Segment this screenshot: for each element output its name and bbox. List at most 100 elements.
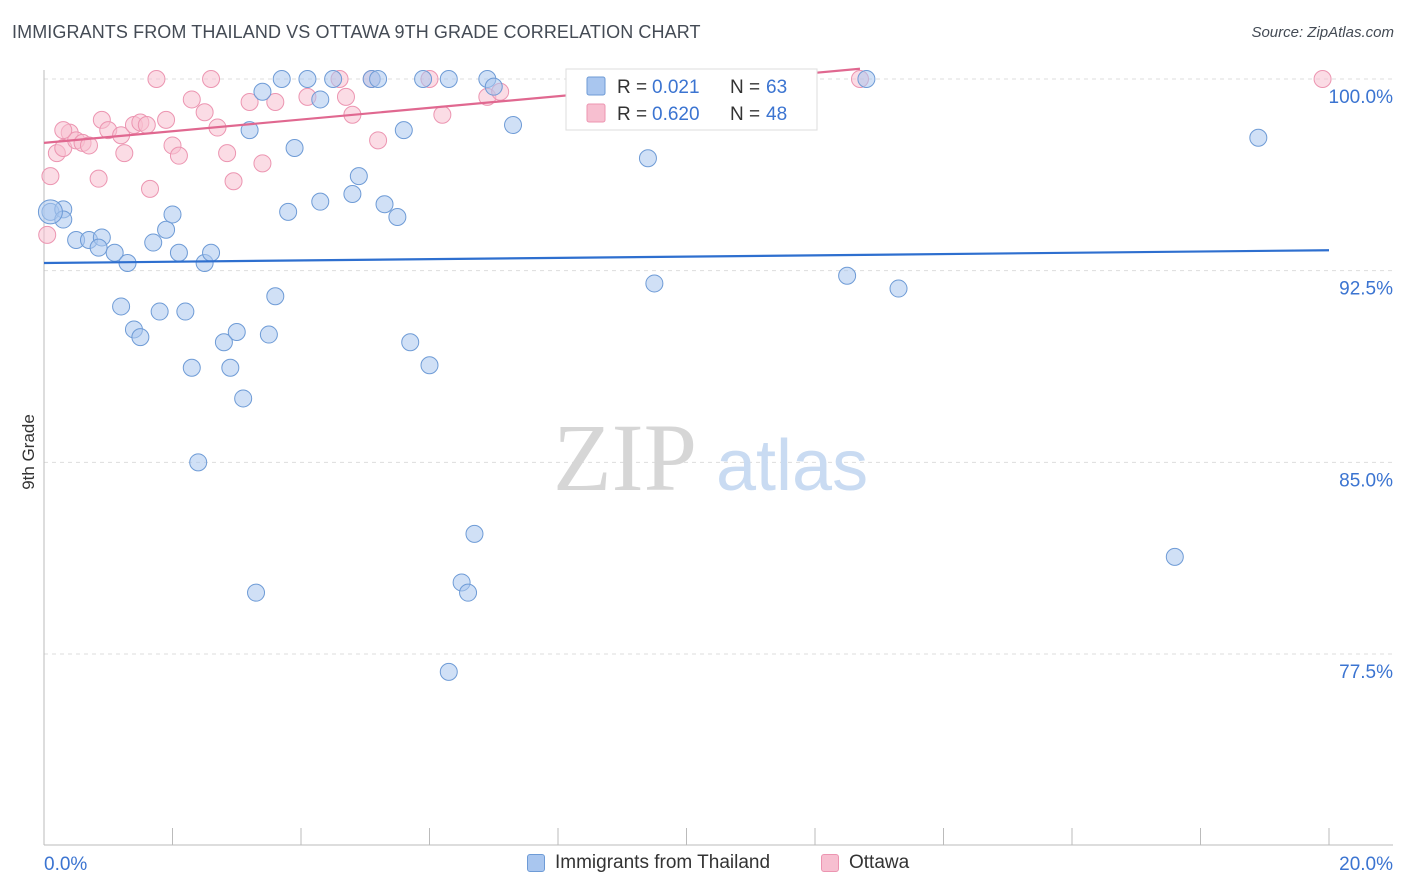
thailand-point-32[interactable] <box>311 192 330 211</box>
thailand-point-58[interactable] <box>1165 547 1184 566</box>
thailand-point-44[interactable] <box>439 70 458 88</box>
y-axis-label: 9th Grade <box>19 414 38 490</box>
thailand-cluster-point[interactable] <box>37 199 63 225</box>
ottawa-point-26[interactable] <box>224 172 243 191</box>
source-credit: Source: ZipAtlas.com <box>1251 24 1394 41</box>
thailand-point-31[interactable] <box>298 70 317 88</box>
thailand-point-15[interactable] <box>163 205 182 224</box>
thailand-point-62[interactable] <box>484 77 503 96</box>
ottawa-point-37[interactable] <box>433 105 452 124</box>
ottawa-point-17[interactable] <box>147 70 166 88</box>
legend-label-ottawa: Ottawa <box>849 852 910 873</box>
ottawa-point-47[interactable] <box>54 121 73 140</box>
thailand-point-40[interactable] <box>394 121 413 140</box>
x-tick-label-max: 20.0% <box>1339 854 1393 875</box>
ottawa-point-16[interactable] <box>141 179 160 198</box>
legend-n-label-1: N = <box>730 77 760 98</box>
x-tick-label-min: 0.0% <box>44 854 87 875</box>
thailand-point-21[interactable] <box>214 333 233 352</box>
legend-swatch-blue <box>586 76 606 96</box>
thailand-point-47[interactable] <box>465 524 484 543</box>
thailand-point-16[interactable] <box>169 243 188 262</box>
thailand-point-37[interactable] <box>369 70 388 88</box>
ottawa-point-27[interactable] <box>240 93 259 111</box>
watermark-atlas: atlas <box>716 426 868 506</box>
y-tick-label-1: 85.0% <box>1339 470 1393 491</box>
legend-r-label-1: R = <box>617 77 647 98</box>
thailand-point-35[interactable] <box>349 167 368 186</box>
thailand-trend-line <box>43 249 1330 265</box>
ottawa-point-22[interactable] <box>195 103 214 122</box>
ottawa-point-20[interactable] <box>169 146 188 165</box>
legend-r-value-1: 0.021 <box>652 77 700 98</box>
legend-r-value-2: 0.620 <box>652 104 700 125</box>
thailand-point-17[interactable] <box>176 302 195 321</box>
ottawa-point-0[interactable] <box>38 225 57 244</box>
chart-title: IMMIGRANTS FROM THAILAND VS OTTAWA 9TH G… <box>12 22 701 42</box>
thailand-point-57[interactable] <box>889 279 908 298</box>
thailand-point-28[interactable] <box>266 287 285 306</box>
thailand-point-51[interactable] <box>247 583 266 602</box>
thailand-point-43[interactable] <box>420 356 439 375</box>
legend-swatch-ottawa <box>821 854 839 872</box>
thailand-point-59[interactable] <box>1249 128 1268 147</box>
thailand-point-13[interactable] <box>150 302 169 321</box>
thailand-point-60[interactable] <box>311 90 330 109</box>
ottawa-point-7[interactable] <box>79 136 98 155</box>
y-tick-label-0: 77.5% <box>1339 662 1393 683</box>
legend-n-value-2: 48 <box>766 104 787 125</box>
thailand-point-9[interactable] <box>112 297 131 316</box>
ottawa-point-28[interactable] <box>253 154 272 173</box>
thailand-point-23[interactable] <box>227 323 246 341</box>
ottawa-point-15[interactable] <box>137 116 156 134</box>
y-tick-label-3: 100.0% <box>1329 87 1394 108</box>
thailand-point-52[interactable] <box>189 453 208 472</box>
thailand-point-34[interactable] <box>343 185 362 203</box>
ottawa-point-29[interactable] <box>266 93 285 111</box>
ottawa-point-25[interactable] <box>218 144 237 163</box>
thailand-point-42[interactable] <box>414 70 433 88</box>
thailand-point-50[interactable] <box>439 662 458 681</box>
legend-item-thailand[interactable]: Immigrants from Thailand <box>527 852 770 874</box>
thailand-point-26[interactable] <box>253 82 272 101</box>
thailand-point-53[interactable] <box>638 149 657 168</box>
thailand-point-20[interactable] <box>202 243 221 262</box>
ottawa-point-46[interactable] <box>1313 70 1332 88</box>
thailand-point-11[interactable] <box>131 328 150 347</box>
thailand-point-55[interactable] <box>838 266 857 285</box>
ottawa-point-8[interactable] <box>89 169 108 188</box>
legend-swatch-pink <box>586 103 606 123</box>
ottawa-point-12[interactable] <box>115 144 134 163</box>
legend-n-label-2: N = <box>730 104 760 125</box>
ottawa-point-18[interactable] <box>157 110 176 129</box>
thailand-point-29[interactable] <box>279 202 298 221</box>
ottawa-point-23[interactable] <box>202 70 221 88</box>
legend-series: Immigrants from Thailand Ottawa <box>0 850 1406 880</box>
thailand-point-22[interactable] <box>221 358 240 377</box>
thailand-point-33[interactable] <box>324 70 343 88</box>
thailand-point-46[interactable] <box>459 583 478 602</box>
thailand-point-18[interactable] <box>182 358 201 377</box>
thailand-point-49[interactable] <box>504 116 523 134</box>
ottawa-point-35[interactable] <box>369 131 388 150</box>
legend-item-ottawa[interactable]: Ottawa <box>821 852 909 874</box>
thailand-point-30[interactable] <box>285 139 304 157</box>
legend-swatch-thailand <box>527 854 545 872</box>
thailand-point-54[interactable] <box>645 274 664 293</box>
thailand-point-38[interactable] <box>375 195 394 214</box>
ottawa-point-1[interactable] <box>41 167 60 186</box>
watermark-zip: ZIP <box>553 404 697 511</box>
thailand-point-56[interactable] <box>857 70 876 88</box>
thailand-point-25[interactable] <box>240 121 259 140</box>
thailand-point-61[interactable] <box>272 70 291 88</box>
thailand-point-24[interactable] <box>234 389 253 408</box>
ottawa-point-32[interactable] <box>336 87 355 106</box>
thailand-point-6[interactable] <box>89 238 108 257</box>
thailand-point-12[interactable] <box>144 233 163 252</box>
thailand-point-39[interactable] <box>388 208 407 226</box>
thailand-point-14[interactable] <box>157 220 176 239</box>
ottawa-point-21[interactable] <box>182 90 201 109</box>
thailand-point-27[interactable] <box>259 325 278 344</box>
thailand-point-41[interactable] <box>401 333 420 352</box>
